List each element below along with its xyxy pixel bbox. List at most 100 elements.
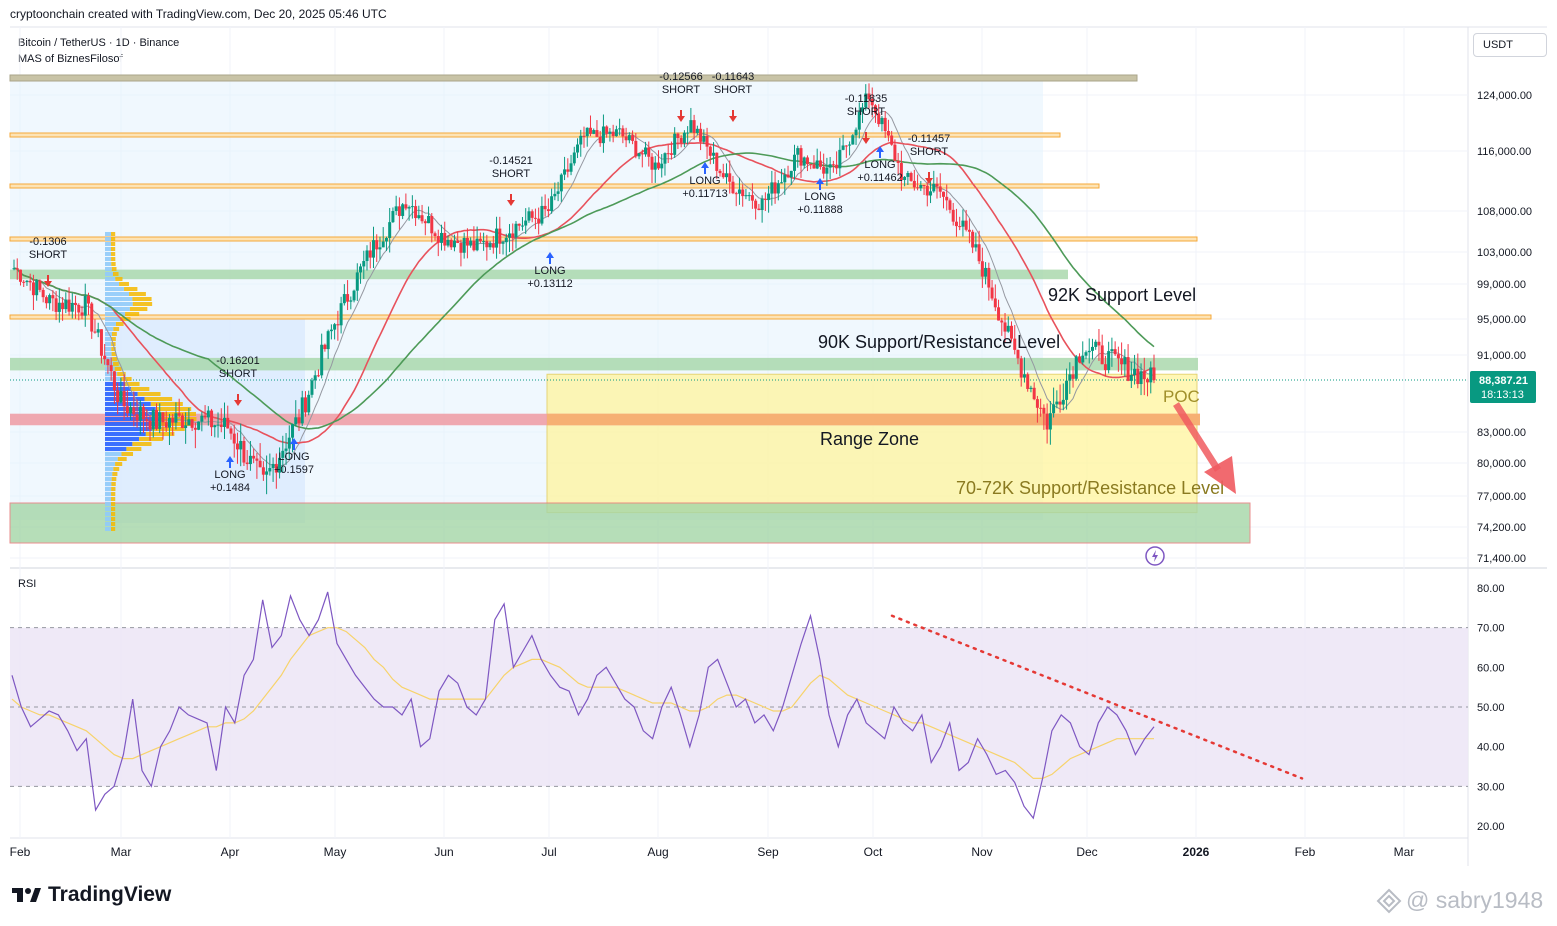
candle-body bbox=[310, 380, 314, 395]
candle-body bbox=[588, 127, 592, 134]
volume-profile-bar bbox=[105, 457, 118, 461]
candle-body bbox=[226, 417, 230, 429]
candle-body bbox=[261, 467, 265, 475]
candle-body bbox=[359, 266, 363, 273]
tradingview-brand[interactable]: TradingView bbox=[12, 883, 171, 907]
volume-profile-bar bbox=[105, 287, 125, 291]
candle-body bbox=[763, 198, 767, 200]
annotation-labels: 92K Support Level 90K Support/Resistance … bbox=[818, 285, 1236, 566]
signal-value-label: -0.1306 bbox=[29, 236, 66, 248]
rsi-tick: 40.00 bbox=[1477, 742, 1505, 754]
signal-value-label: +0.11713 bbox=[682, 188, 727, 200]
candle-body bbox=[482, 241, 486, 243]
candle-body bbox=[935, 183, 939, 187]
candle-body bbox=[1152, 367, 1156, 381]
candle-body bbox=[951, 209, 955, 222]
signal-side-label: SHORT bbox=[492, 168, 531, 180]
candle-body bbox=[404, 204, 408, 209]
candle-body bbox=[1142, 371, 1146, 380]
candle-body bbox=[138, 406, 142, 421]
signal-side-label: LONG bbox=[804, 191, 835, 203]
time-tick: Oct bbox=[864, 845, 883, 859]
price-axis[interactable]: 124,000.00 116,000.00 108,000.00 103,000.00… bbox=[1470, 90, 1536, 565]
long-arrow-icon bbox=[876, 146, 884, 158]
candle-body bbox=[64, 299, 68, 310]
short-arrow-icon bbox=[44, 275, 52, 287]
candle-body bbox=[440, 232, 443, 243]
candle-body bbox=[1120, 358, 1124, 365]
candle-body bbox=[294, 417, 298, 425]
candle-body bbox=[336, 324, 340, 326]
candle-body bbox=[1126, 357, 1130, 381]
candle-body bbox=[303, 397, 307, 413]
candle-body bbox=[592, 130, 596, 134]
time-axis[interactable]: Feb Mar Apr May Jun Jul Aug Sep Oct Nov Dec 2026 Feb… bbox=[10, 845, 1415, 859]
candle-body bbox=[1133, 368, 1137, 376]
time-tick: Feb bbox=[1295, 845, 1316, 859]
candle-body bbox=[883, 117, 887, 132]
candle-body bbox=[326, 331, 330, 350]
price-tick: 91,000.00 bbox=[1477, 350, 1526, 362]
candle-body bbox=[718, 170, 722, 174]
candle-body bbox=[498, 228, 502, 244]
candle-body bbox=[216, 424, 220, 426]
candle-body bbox=[112, 371, 116, 391]
candle-body bbox=[903, 176, 907, 180]
rsi-pane[interactable]: RSI 80.00 70.00 60.00 50.00 40.00 30.00 20.00 bbox=[10, 578, 1505, 833]
candle-body bbox=[248, 455, 252, 465]
volume-profile-bar bbox=[105, 462, 116, 466]
rsi-tick: 30.00 bbox=[1477, 781, 1505, 793]
signal-value-label: -0.11643 bbox=[712, 71, 755, 83]
volume-profile-bar bbox=[105, 352, 112, 356]
candle-body bbox=[974, 244, 978, 248]
long-arrow-icon bbox=[701, 162, 709, 174]
candle-body bbox=[67, 299, 71, 312]
candle-body bbox=[1035, 399, 1039, 408]
candle-body bbox=[291, 424, 295, 438]
signal-side-label: LONG bbox=[689, 175, 720, 187]
candle-body bbox=[977, 244, 981, 262]
candle-body bbox=[660, 163, 664, 169]
candle-body bbox=[410, 206, 414, 208]
candle-body bbox=[80, 312, 84, 316]
symbol-title[interactable]: Bitcoin / TetherUS · 1D · Binance bbox=[18, 37, 180, 49]
short-arrow-icon bbox=[234, 394, 242, 406]
volume-profile-bar bbox=[105, 472, 113, 476]
volume-profile-bar bbox=[105, 317, 121, 321]
candle-body bbox=[666, 153, 670, 155]
candle-body bbox=[553, 193, 557, 197]
candle-body bbox=[378, 247, 382, 250]
candle-body bbox=[38, 280, 42, 290]
volume-profile-bar-sell bbox=[111, 332, 117, 336]
candle-body bbox=[235, 443, 239, 450]
volume-profile-bar-sell bbox=[137, 392, 161, 396]
rsi-ma-line bbox=[11, 627, 1154, 779]
rsi-tick: 60.00 bbox=[1477, 662, 1505, 674]
volume-profile-bar bbox=[105, 402, 151, 406]
candle-body bbox=[57, 302, 61, 312]
currency-button[interactable]: USDT bbox=[1473, 33, 1547, 57]
candle-body bbox=[1016, 349, 1020, 359]
candle-body bbox=[912, 180, 916, 188]
candle-body bbox=[686, 132, 690, 134]
candle-body bbox=[414, 206, 418, 219]
tradingview-logo-icon bbox=[12, 888, 41, 902]
candle-body bbox=[1074, 356, 1078, 379]
candle-body bbox=[1055, 401, 1059, 405]
candle-body bbox=[394, 206, 398, 212]
volume-profile-bar-sell bbox=[125, 312, 140, 316]
volume-profile-bar bbox=[105, 377, 121, 381]
indicator-title[interactable]: MAS of BiznesFilosof bbox=[18, 53, 123, 65]
candle-body bbox=[770, 182, 774, 194]
time-tick: 2026 bbox=[1183, 845, 1210, 859]
candle-body bbox=[893, 144, 897, 161]
candle-body bbox=[812, 164, 816, 169]
volume-profile-bar bbox=[105, 482, 112, 486]
candle-body bbox=[1045, 413, 1049, 430]
volume-profile-bar-sell bbox=[112, 472, 118, 476]
candle-body bbox=[99, 329, 103, 356]
candle-body bbox=[932, 183, 936, 192]
volume-profile-bar bbox=[105, 527, 112, 531]
volume-profile-bar bbox=[105, 332, 112, 336]
